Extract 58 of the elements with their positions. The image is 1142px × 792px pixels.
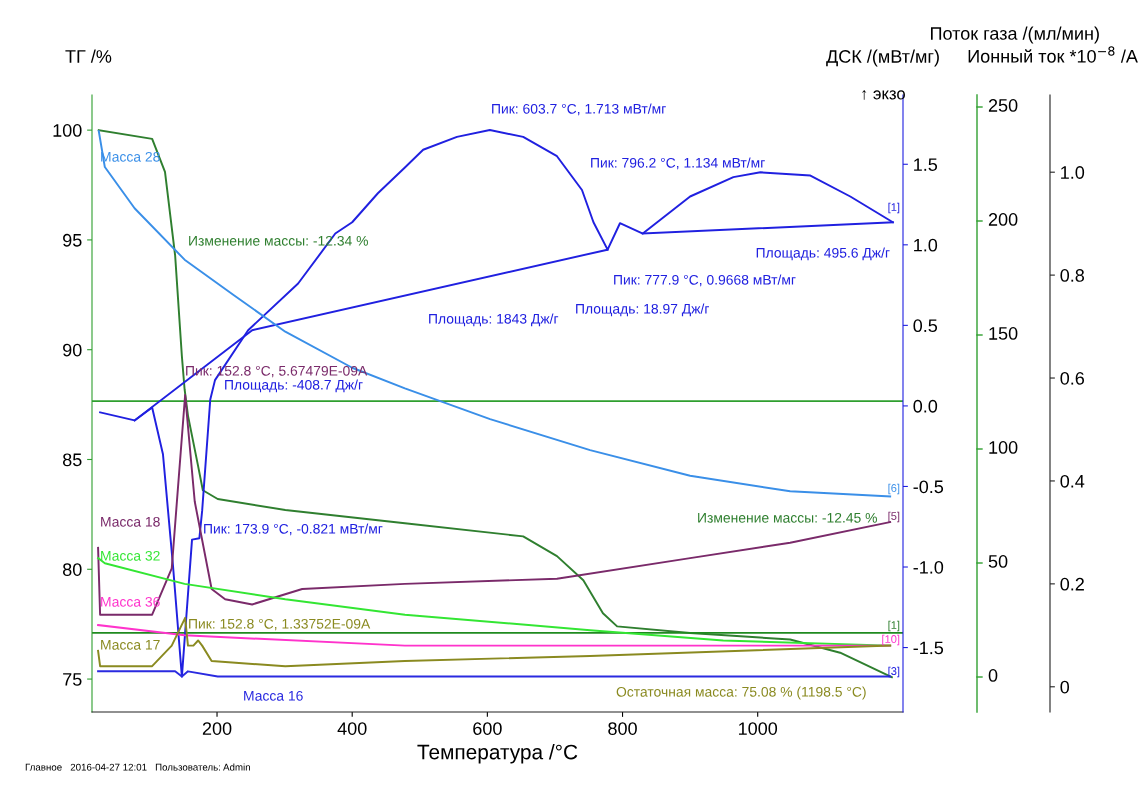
y3-tick-label: 0.8 (1060, 269, 1085, 282)
x-tick-label: 1000 (738, 722, 778, 735)
y3-tick-label: 0.2 (1060, 577, 1084, 591)
annotation: Площадь: 18.97 Дж/г (576, 303, 710, 317)
y-tick-label: 80 (62, 563, 82, 576)
text: 200 (988, 213, 1018, 226)
x-axis-title: Температура /°C (417, 744, 578, 764)
y-axis-title: ТГ /% (65, 49, 112, 63)
text: 0 (988, 669, 998, 682)
annotation: [3] (888, 666, 900, 678)
annotation: Пик: 603.7 °C, 1.713 мВт/мг (492, 103, 666, 116)
y3-tick-label: 0 (1060, 680, 1070, 694)
y3-tick-label: 0.6 (1060, 371, 1085, 385)
y2-tick-label: 0.0 (913, 399, 938, 413)
annotation: ↑ экзо (862, 89, 905, 100)
y3-axis-title: Ионный ток *10$^{−8}$ /A (968, 46, 1138, 63)
text: 250 (988, 99, 1018, 112)
y2-tick-label: -0.5 (913, 480, 944, 494)
annotation: Площадь: 495.6 Дж/г (756, 247, 890, 261)
x-tick-label: 800 (608, 722, 637, 735)
y-tick-label: 75 (63, 673, 82, 686)
annotation: Пик: 796.2 °C, 1.134 мВт/мг (591, 157, 765, 170)
annotation: Площадь: -408.7 Дж/г (225, 379, 363, 393)
y2-tick-label: -1.5 (913, 641, 944, 655)
annotation: Пик: 152.8 °C, 1.33752E-09A (189, 618, 371, 631)
annotation: Изменение массы: -12.45 % (698, 512, 877, 523)
annotation: [6] (888, 483, 900, 495)
x-tick-label: 600 (473, 722, 502, 735)
y2-tick-label: 1.0 (914, 238, 938, 252)
y2-tick-label: 0.5 (913, 319, 938, 333)
annotation: [5] (888, 511, 900, 523)
series-label: Масса 18 (101, 516, 160, 527)
y-tick-label: 90 (63, 343, 82, 357)
text: 100 (989, 441, 1018, 454)
annotation: [10] (882, 634, 900, 646)
x-tick-label: 200 (202, 722, 232, 735)
text: 150 (989, 327, 1018, 340)
series-label: Масса 32 (101, 550, 160, 561)
x-tick-label: 400 (337, 722, 367, 735)
annotation: [1] (888, 620, 900, 632)
series-label: Масса 16 (244, 690, 303, 701)
y2-tick-label: -1.0 (913, 560, 944, 574)
y2-axis-title: ДСК /(мВт/мг) (826, 49, 939, 67)
annotation: Остаточная масса: 75.08 % (1198.5 °C) (616, 686, 866, 700)
annotation: Пик: 777.9 °C, 0.9668 мВт/мг (614, 274, 796, 287)
y3-tick-label: 0.4 (1060, 474, 1085, 488)
text: 50 (988, 555, 1008, 568)
y-tick-label: 95 (63, 233, 82, 247)
text: Поток газа /(мл/мин) (931, 26, 1099, 44)
annotation: Площадь: 1843 Дж/г (429, 313, 559, 327)
y3-tick-label: 1.0 (1061, 166, 1085, 179)
text: Главное 2016-04-27 12:01 Пользователь: Admin (25, 763, 250, 771)
annotation: Пик: 173.9 °C, -0.821 мВт/мг (204, 523, 383, 536)
y2-tick-label: 1.5 (914, 158, 938, 171)
y-tick-label: 85 (62, 453, 82, 467)
series-label: Масса 17 (101, 640, 160, 650)
y-tick-label: 100 (53, 124, 82, 137)
annotation: [1] (888, 202, 900, 214)
